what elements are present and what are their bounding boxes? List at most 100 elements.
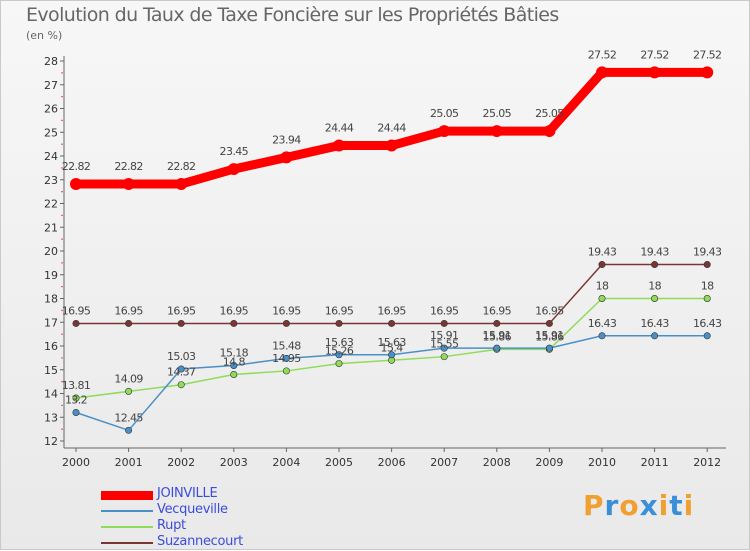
x-tick-label: 2011 bbox=[641, 456, 669, 469]
logo-letter: i bbox=[683, 489, 695, 522]
y-minor-tick bbox=[61, 428, 63, 430]
x-tick-label: 2001 bbox=[115, 456, 143, 469]
data-label: 15.63 bbox=[377, 336, 406, 349]
data-point bbox=[598, 294, 606, 302]
y-tick-label: 22 bbox=[44, 198, 58, 211]
data-label: 23.45 bbox=[220, 145, 249, 158]
logo-letter: x bbox=[639, 489, 659, 522]
data-label: 13.81 bbox=[62, 379, 91, 392]
data-label: 18 bbox=[648, 280, 661, 293]
data-label: 15.48 bbox=[272, 339, 301, 352]
legend-swatch bbox=[101, 490, 153, 500]
data-point bbox=[177, 381, 185, 389]
data-label: 16.95 bbox=[325, 304, 354, 317]
data-label: 22.82 bbox=[62, 160, 91, 173]
data-point bbox=[230, 319, 238, 327]
data-point bbox=[72, 408, 80, 416]
y-tick-label: 21 bbox=[44, 221, 58, 234]
data-point bbox=[648, 66, 661, 79]
data-point bbox=[230, 370, 238, 378]
data-point bbox=[230, 361, 238, 369]
series-points bbox=[70, 66, 714, 434]
data-label: 27.52 bbox=[693, 48, 722, 61]
legend-swatch bbox=[101, 510, 153, 512]
logo-letter: t bbox=[669, 489, 684, 522]
x-tick-label: 2006 bbox=[378, 456, 406, 469]
data-point bbox=[385, 139, 398, 152]
logo-letter: o bbox=[619, 489, 640, 522]
y-tick-label: 28 bbox=[44, 55, 58, 68]
y-minor-tick bbox=[61, 214, 63, 217]
y-minor-tick bbox=[61, 262, 63, 264]
data-point bbox=[335, 319, 343, 327]
proxiti-logo: Proxiti bbox=[583, 489, 694, 522]
x-tick-label: 2002 bbox=[167, 456, 195, 469]
data-point bbox=[333, 139, 345, 152]
data-point bbox=[282, 367, 290, 375]
data-label: 24.44 bbox=[377, 122, 406, 135]
data-label: 23.94 bbox=[272, 133, 301, 146]
y-minor-tick bbox=[61, 380, 63, 383]
y-minor-tick bbox=[61, 167, 63, 169]
y-tick-label: 14 bbox=[44, 388, 58, 401]
x-tick-label: 2007 bbox=[430, 456, 458, 469]
data-point bbox=[545, 344, 553, 352]
x-tick-label: 2000 bbox=[62, 456, 90, 469]
y-minor-tick bbox=[61, 72, 63, 74]
legend-swatch bbox=[101, 526, 153, 528]
x-tick-label: 2010 bbox=[588, 456, 616, 469]
data-label: 15.91 bbox=[535, 329, 564, 342]
y-minor-tick bbox=[61, 309, 63, 312]
data-point bbox=[72, 319, 80, 327]
y-tick-label: 16 bbox=[44, 340, 58, 353]
y-tick-label: 23 bbox=[44, 174, 58, 187]
y-tick-label: 26 bbox=[44, 103, 58, 116]
data-point bbox=[701, 66, 714, 79]
y-tick-label: 12 bbox=[44, 435, 58, 448]
data-point bbox=[125, 319, 133, 327]
data-label: 16.43 bbox=[693, 317, 722, 330]
data-point bbox=[543, 125, 556, 138]
legend-label: Rupt bbox=[157, 518, 186, 533]
data-point bbox=[388, 351, 396, 359]
data-point bbox=[651, 294, 659, 302]
data-point bbox=[72, 394, 80, 402]
legend-label: Suzannecourt bbox=[157, 534, 243, 549]
data-point bbox=[493, 344, 501, 352]
data-label: 27.52 bbox=[588, 48, 617, 61]
data-label: 15.55 bbox=[430, 338, 459, 351]
chart-axes: 12 13 14 15 16 17 18 19 20 21 22 23 24 25 26 27 28 2000 20… bbox=[44, 55, 726, 469]
data-label: 14.09 bbox=[114, 372, 143, 385]
data-point bbox=[493, 319, 501, 327]
data-point bbox=[703, 261, 711, 269]
data-label: 16.95 bbox=[535, 304, 564, 317]
data-label: 15.91 bbox=[483, 329, 512, 342]
data-label: 16.95 bbox=[483, 304, 512, 317]
data-label: 12.45 bbox=[114, 411, 143, 424]
data-point bbox=[335, 360, 343, 368]
data-point bbox=[175, 178, 188, 191]
data-label: 18 bbox=[701, 280, 714, 293]
data-label: 14.8 bbox=[223, 356, 246, 369]
data-labels: 22.82 22.82 22.82 23.45 23.94 24.44 24.44 25.05… bbox=[62, 48, 723, 424]
data-label: 24.44 bbox=[325, 122, 354, 135]
data-label: 16.43 bbox=[588, 317, 617, 330]
y-minor-tick bbox=[61, 95, 63, 98]
x-tick-label: 2008 bbox=[483, 456, 511, 469]
data-label: 25.05 bbox=[430, 107, 459, 120]
data-label: 15.18 bbox=[220, 346, 249, 359]
data-point bbox=[545, 319, 553, 327]
data-label: 16.95 bbox=[430, 304, 459, 317]
data-label: 15.86 bbox=[483, 330, 512, 343]
data-point bbox=[122, 178, 135, 191]
data-point bbox=[282, 319, 290, 327]
data-label: 15.26 bbox=[325, 345, 354, 358]
data-point bbox=[440, 344, 448, 352]
data-label: 16.95 bbox=[167, 304, 196, 317]
y-minor-tick bbox=[61, 333, 63, 335]
data-label: 27.52 bbox=[640, 48, 669, 61]
data-label: 14.37 bbox=[167, 366, 196, 379]
logo-letter: P bbox=[583, 489, 605, 522]
legend-label: Vecqueville bbox=[157, 502, 228, 517]
